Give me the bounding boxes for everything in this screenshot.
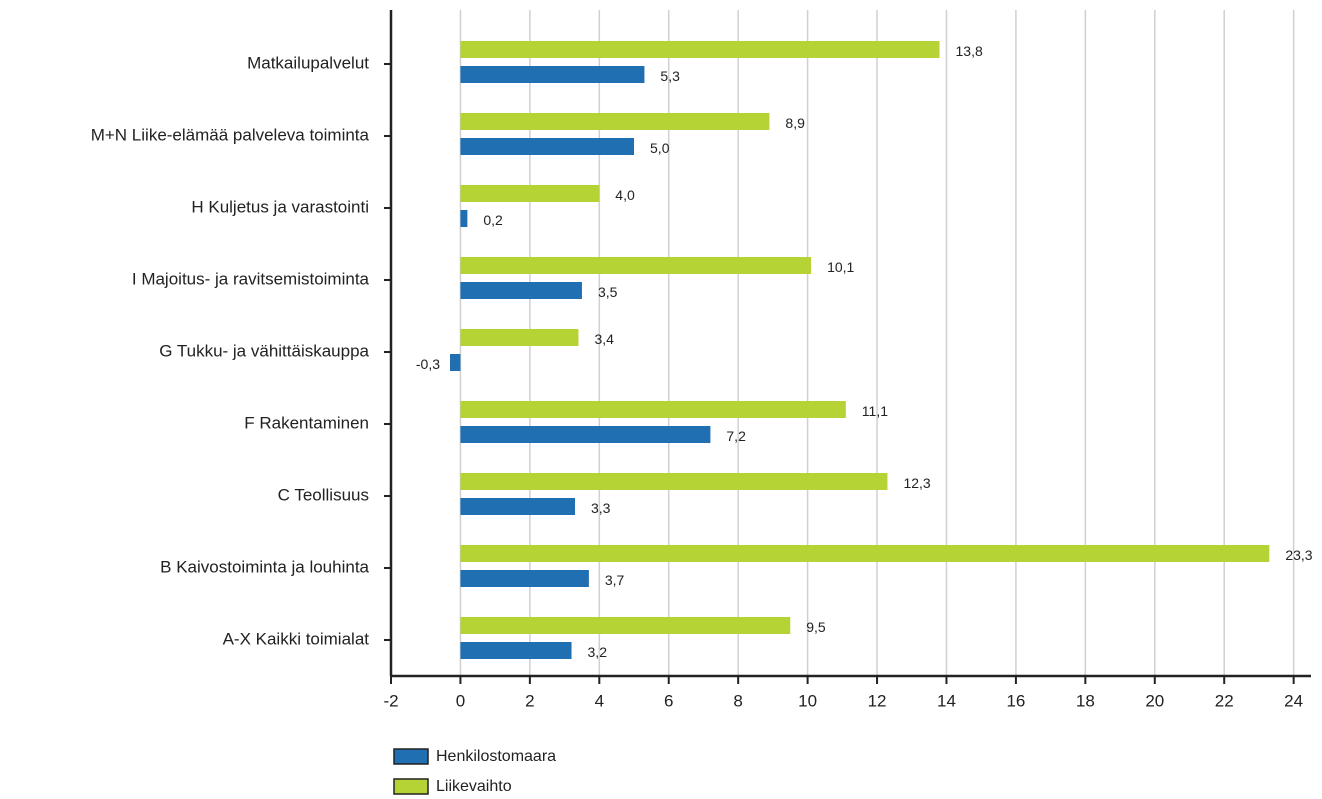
y-tick-label: B Kaivostoiminta ja louhinta: [160, 557, 369, 576]
value-label: 3,5: [598, 284, 618, 300]
value-label: 4,0: [615, 187, 635, 203]
y-tick-label: I Majoitus- ja ravitsemistoiminta: [132, 269, 370, 288]
value-label: 5,3: [660, 68, 680, 84]
bar: [460, 401, 846, 418]
value-label: 23,3: [1285, 547, 1312, 563]
bar: [460, 282, 582, 299]
y-tick-label: H Kuljetus ja varastointi: [191, 197, 369, 216]
x-tick-label: 16: [1006, 691, 1025, 710]
value-label: 5,0: [650, 140, 670, 156]
bar: [460, 473, 888, 490]
x-tick-label: 12: [868, 691, 887, 710]
y-tick-label: Matkailupalvelut: [247, 53, 369, 72]
bar: [460, 210, 468, 227]
x-tick-label: 10: [798, 691, 817, 710]
bar: [460, 642, 572, 659]
bar: [460, 545, 1270, 562]
x-tick-label: 8: [733, 691, 742, 710]
y-tick-label: C Teollisuus: [278, 485, 369, 504]
value-label: 12,3: [903, 475, 930, 491]
legend-swatch: [393, 748, 429, 765]
x-tick-label: 18: [1076, 691, 1095, 710]
x-tick-label: 6: [664, 691, 673, 710]
value-label: 10,1: [827, 259, 854, 275]
value-label: 9,5: [806, 619, 826, 635]
legend-swatch: [393, 778, 429, 795]
value-label: 0,2: [483, 212, 503, 228]
value-label: 3,2: [588, 644, 608, 660]
bar: [460, 498, 575, 515]
legend-label: Liikevaihto: [436, 778, 512, 795]
y-tick-label: F Rakentaminen: [244, 413, 369, 432]
value-label: 3,3: [591, 500, 611, 516]
bar: [460, 138, 635, 155]
bar: [460, 66, 645, 83]
x-tick-label: 2: [525, 691, 534, 710]
value-label: 3,7: [605, 572, 625, 588]
legend-label: Henkilostomaara: [436, 748, 556, 765]
bar: [460, 113, 770, 130]
x-tick-label: -2: [383, 691, 398, 710]
bar: [460, 185, 600, 202]
bar: [460, 257, 812, 274]
y-tick-label: M+N Liike-elämää palveleva toiminta: [91, 125, 370, 144]
x-tick-label: 0: [456, 691, 465, 710]
value-label: 11,1: [862, 403, 888, 419]
x-tick-label: 20: [1145, 691, 1164, 710]
bar: [460, 329, 579, 346]
value-label: -0,3: [416, 356, 440, 372]
x-tick-label: 24: [1284, 691, 1303, 710]
bar: [460, 617, 791, 634]
y-tick-label: G Tukku- ja vähittäiskauppa: [159, 341, 369, 360]
x-tick-label: 22: [1215, 691, 1234, 710]
y-tick-label: A-X Kaikki toimialat: [223, 629, 370, 648]
x-tick-label: 14: [937, 691, 956, 710]
bar: [460, 41, 940, 58]
bar: [460, 570, 589, 587]
value-label: 8,9: [785, 115, 805, 131]
value-label: 3,4: [594, 331, 614, 347]
value-label: 13,8: [956, 43, 983, 59]
value-label: 7,2: [726, 428, 746, 444]
bar: [460, 426, 711, 443]
x-tick-label: 4: [595, 691, 604, 710]
bar: [450, 354, 461, 371]
